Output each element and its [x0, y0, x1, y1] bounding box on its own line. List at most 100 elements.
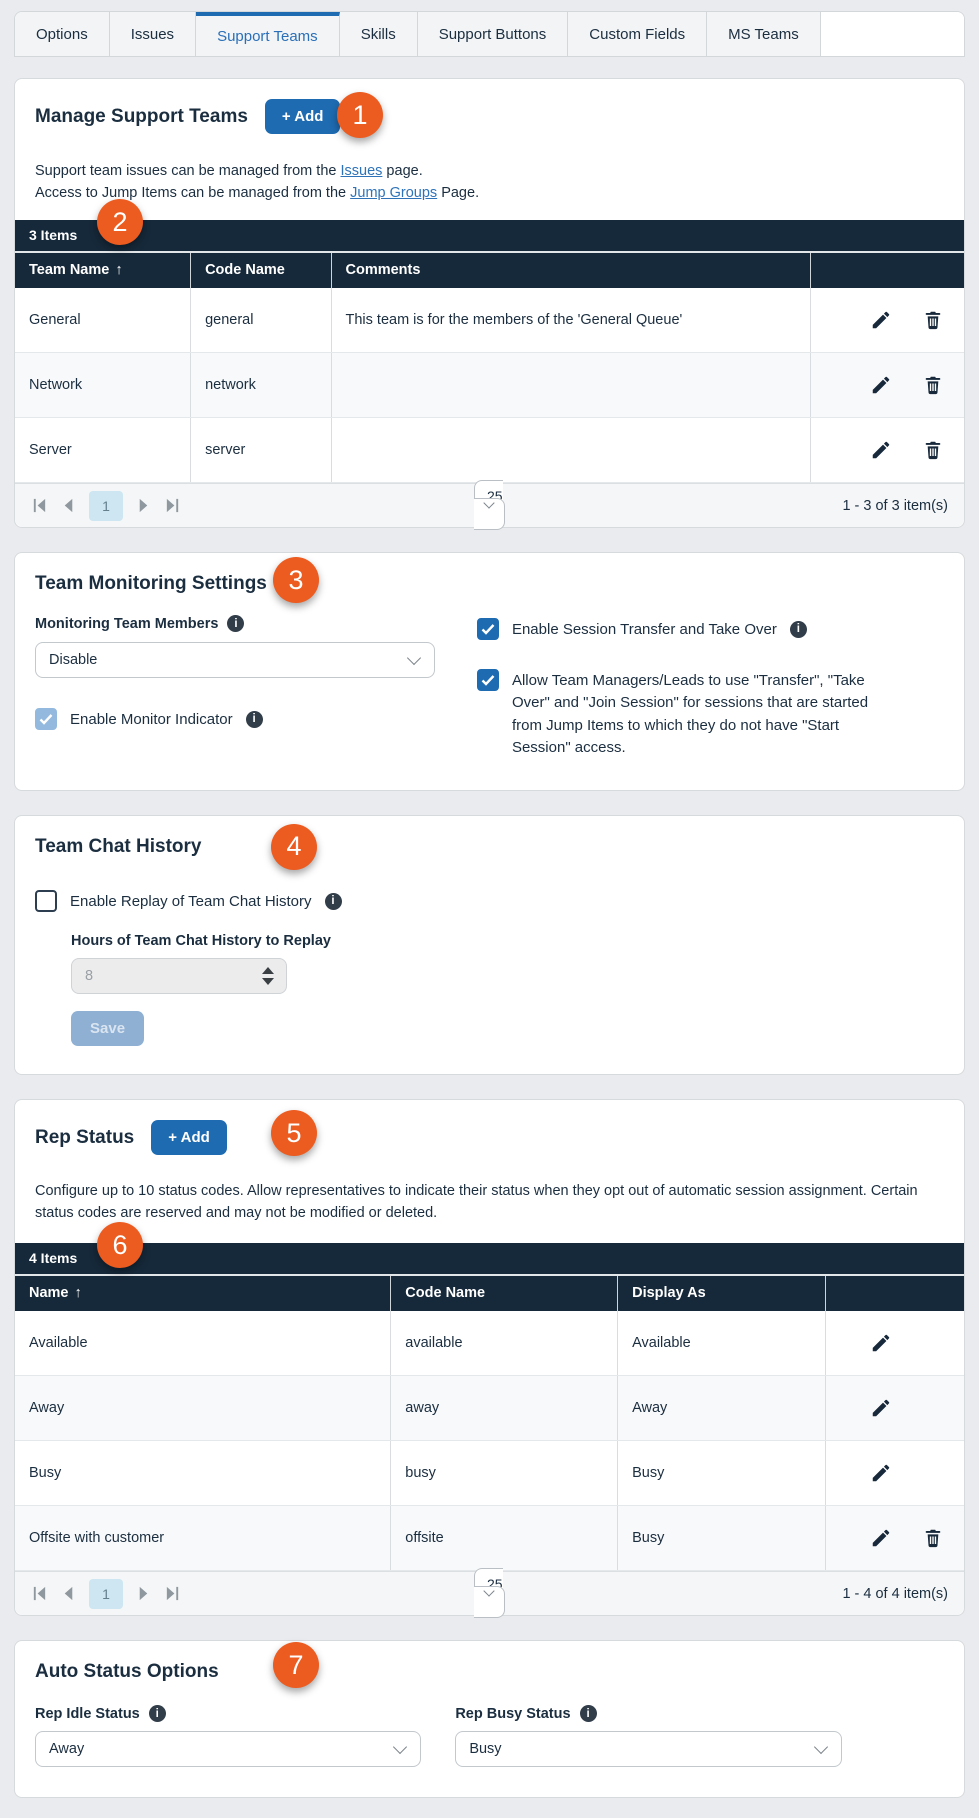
teams-items-count: 3 Items [29, 227, 78, 244]
monitoring-team-members-select[interactable]: Disable [35, 642, 435, 679]
rep-col-name-label: Name [29, 1285, 69, 1302]
teams-col-team-name-label: Team Name [29, 262, 110, 279]
teams-col-team-name[interactable]: Team Name ↑ [15, 252, 192, 288]
prev-page-button[interactable] [60, 1585, 77, 1602]
first-page-button[interactable] [31, 1585, 48, 1602]
edit-team-button[interactable] [870, 374, 892, 396]
edit-status-button[interactable] [870, 1462, 892, 1484]
issues-link[interactable]: Issues [340, 163, 383, 179]
delete-team-button[interactable] [922, 309, 944, 331]
rep-col-display-as[interactable]: Display As [617, 1275, 826, 1311]
teams-col-actions [810, 252, 964, 288]
sort-asc-icon: ↑ [74, 1285, 82, 1302]
stepper-up-icon [262, 967, 274, 975]
edit-team-button[interactable] [870, 309, 892, 331]
checkmark-icon [481, 624, 495, 636]
tab-custom-fields[interactable]: Custom Fields [568, 12, 708, 56]
step-badge-4: 4 [271, 823, 317, 870]
info-icon[interactable] [148, 1705, 166, 1723]
delete-team-button[interactable] [922, 374, 944, 396]
status-name-cell: Busy [15, 1440, 392, 1507]
rep-busy-status-select[interactable]: Busy [455, 1731, 842, 1768]
allow-managers-transfer-checkbox[interactable] [476, 668, 499, 691]
code-name-cell: server [190, 417, 332, 484]
rep-busy-status-label-row: Rep Busy Status [455, 1705, 841, 1723]
info-icon[interactable] [324, 892, 342, 910]
stepper-down-icon [262, 978, 274, 986]
rep-status-items-count: 4 Items [29, 1250, 78, 1267]
sort-asc-icon: ↑ [115, 262, 123, 279]
enable-session-transfer-checkbox[interactable] [476, 618, 499, 641]
pencil-icon [872, 1400, 890, 1417]
next-page-button[interactable] [135, 497, 152, 514]
rep-status-table: Name ↑ Code Name Display As Available ava… [15, 1275, 964, 1572]
empty-action-slot [922, 1397, 944, 1419]
team-monitoring-panel: 3 Team Monitoring Settings Monitoring Te… [14, 552, 965, 791]
delete-status-button[interactable] [922, 1527, 944, 1549]
empty-action-slot [922, 1332, 944, 1354]
current-page[interactable]: 1 [89, 490, 123, 521]
rep-col-code-name[interactable]: Code Name [390, 1275, 619, 1311]
current-page[interactable]: 1 [89, 1578, 123, 1609]
note-issues-pre: Support team issues can be managed from … [35, 163, 341, 179]
prev-page-button[interactable] [60, 497, 77, 514]
enable-replay-checkbox[interactable] [35, 889, 57, 912]
tab-support-teams[interactable]: Support Teams [196, 12, 340, 56]
table-row: Network network [15, 352, 964, 419]
note-jump-post: Page. [437, 185, 480, 202]
save-button: Save [71, 1011, 145, 1047]
tab-support-buttons[interactable]: Support Buttons [417, 12, 569, 56]
pencil-icon [872, 377, 890, 394]
monitoring-team-members-label: Monitoring Team Members [35, 615, 219, 632]
info-icon[interactable] [789, 621, 807, 639]
add-rep-status-button[interactable]: + Add [151, 1120, 227, 1156]
delete-team-button[interactable] [922, 439, 944, 461]
manage-support-teams-panel: 1 2 Manage Support Teams + Add Support t… [14, 78, 965, 530]
edit-status-button[interactable] [870, 1397, 892, 1419]
edit-status-button[interactable] [870, 1332, 892, 1354]
tab-options[interactable]: Options [15, 12, 110, 56]
status-code-cell: busy [390, 1440, 619, 1507]
page-size-select[interactable]: 25 [474, 1567, 505, 1618]
code-name-cell: network [190, 352, 332, 419]
status-name-cell: Available [15, 1310, 392, 1377]
rep-idle-status-select[interactable]: Away [35, 1731, 422, 1768]
last-page-button[interactable] [164, 1585, 181, 1602]
monitoring-team-members-label-row: Monitoring Team Members [35, 615, 435, 633]
page-size-select[interactable]: 25 [474, 479, 505, 530]
info-icon[interactable] [579, 1705, 597, 1723]
tab-issues[interactable]: Issues [109, 12, 197, 56]
team-monitoring-title: Team Monitoring Settings [35, 573, 267, 595]
auto-status-title: Auto Status Options [35, 1661, 219, 1683]
tab-skills[interactable]: Skills [339, 12, 418, 56]
note-jump-pre: Access to Jump Items can be managed from… [35, 185, 351, 202]
add-team-button[interactable]: + Add [264, 99, 341, 134]
note-issues-line: Support team issues can be managed from … [35, 160, 944, 182]
info-icon[interactable] [227, 615, 245, 633]
last-page-button[interactable] [164, 497, 181, 514]
status-name-cell: Offsite with customer [15, 1505, 392, 1572]
hours-label: Hours of Team Chat History to Replay [71, 933, 331, 950]
rep-status-panel: 5 6 Rep Status + Add Configure up to 10 … [14, 1099, 965, 1618]
teams-col-comments[interactable]: Comments [331, 252, 811, 288]
teams-pagination: 1 25 1 - 3 of 3 item(s) [15, 479, 964, 530]
tab-ms-teams[interactable]: MS Teams [707, 12, 821, 56]
edit-status-button[interactable] [870, 1527, 892, 1549]
auto-status-panel: 7 Auto Status Options Rep Idle Status Aw… [14, 1640, 965, 1799]
rep-status-items-count-bar: 4 Items [15, 1242, 964, 1276]
pencil-icon [872, 311, 890, 329]
team-name-cell: General [15, 287, 192, 354]
first-page-button[interactable] [31, 497, 48, 514]
jump-groups-link[interactable]: Jump Groups [350, 185, 438, 202]
tab-bar-filler [820, 12, 964, 56]
pencil-icon [872, 1465, 890, 1482]
teams-items-count-bar: 3 Items [15, 219, 964, 253]
rep-idle-status-label: Rep Idle Status [35, 1705, 140, 1722]
rep-col-name[interactable]: Name ↑ [15, 1275, 392, 1311]
next-page-button[interactable] [135, 1585, 152, 1602]
info-icon[interactable] [245, 711, 263, 729]
trash-icon [925, 442, 941, 460]
teams-col-code-name[interactable]: Code Name [190, 252, 332, 288]
edit-team-button[interactable] [870, 439, 892, 461]
step-badge-2: 2 [97, 199, 143, 245]
